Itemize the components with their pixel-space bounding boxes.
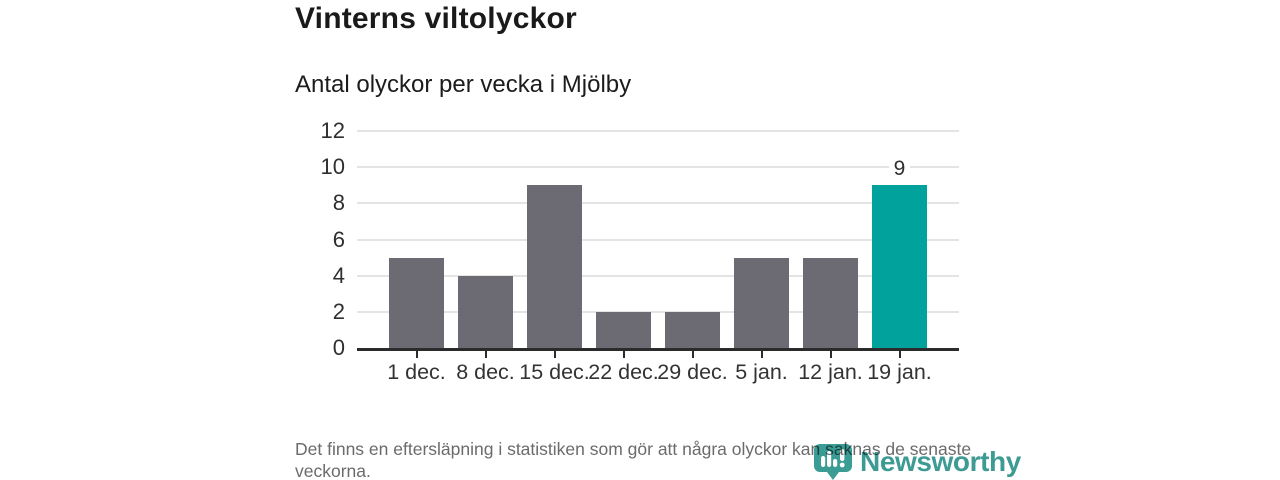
x-axis-label-3: 15 dec. xyxy=(519,360,590,384)
x-axis-label-7: 12 jan. xyxy=(798,360,863,384)
y-axis-labels: 0 2 4 6 8 10 12 xyxy=(285,0,345,480)
x-axis-tick xyxy=(553,351,556,358)
chart-subtitle: Antal olyckor per vecka i Mjölby xyxy=(295,71,632,98)
logo-text: Newsworthy xyxy=(860,446,1021,477)
bar-1-dec xyxy=(389,257,444,348)
gridline-y-8 xyxy=(357,202,959,205)
x-axis-label-4: 22 dec. xyxy=(588,360,659,384)
y-axis-label-4: 4 xyxy=(332,262,345,288)
gridline-y-4 xyxy=(357,274,959,277)
x-axis-tick xyxy=(415,351,418,358)
y-axis-label-6: 6 xyxy=(332,226,345,252)
y-axis-label-12: 12 xyxy=(320,118,345,143)
bar-22-dec xyxy=(596,311,651,348)
x-axis-label-8: 19 jan. xyxy=(867,360,932,384)
newsworthy-pin-barchart-icon xyxy=(814,444,852,480)
x-axis-tick xyxy=(829,351,832,358)
y-axis-label-8: 8 xyxy=(332,190,345,216)
gridline-y-12 xyxy=(357,130,959,132)
bar-value-label: 9 xyxy=(888,157,911,181)
bar-5-jan xyxy=(734,257,789,348)
x-axis-label-5: 29 dec. xyxy=(657,360,728,384)
x-axis: 1 dec. 8 dec. 15 dec. 22 dec. 29 dec. 5 jan. 1… xyxy=(357,351,959,391)
chart-title: Vinterns viltolyckor xyxy=(295,2,577,35)
bar-15-dec xyxy=(527,185,582,348)
gridline-y-6 xyxy=(357,238,959,241)
bar-29-dec xyxy=(665,311,720,348)
x-axis-tick xyxy=(760,351,763,358)
gridline-y-10 xyxy=(357,166,959,169)
x-axis-tick xyxy=(622,351,625,358)
x-axis-tick xyxy=(691,351,694,358)
x-axis-tick xyxy=(898,351,901,358)
bar-8-dec xyxy=(458,275,513,348)
x-axis-label-2: 8 dec. xyxy=(456,360,515,384)
x-axis-tick xyxy=(484,351,487,358)
y-axis-label-10: 10 xyxy=(320,154,345,180)
bar-12-jan xyxy=(803,257,858,348)
gridline-y-2 xyxy=(357,310,959,313)
bar-chart-plot-area: 9 xyxy=(357,130,959,351)
newsworthy-logo: Newsworthy xyxy=(813,443,1021,480)
bar-19-jan xyxy=(872,185,927,348)
x-axis-label-6: 5 jan. xyxy=(735,360,788,384)
y-axis-label-2: 2 xyxy=(332,298,345,324)
x-axis-label-1: 1 dec. xyxy=(387,360,446,384)
footnote: Det finns en eftersläpning i statistiken… xyxy=(295,439,972,480)
y-axis-label-0: 0 xyxy=(332,335,345,360)
